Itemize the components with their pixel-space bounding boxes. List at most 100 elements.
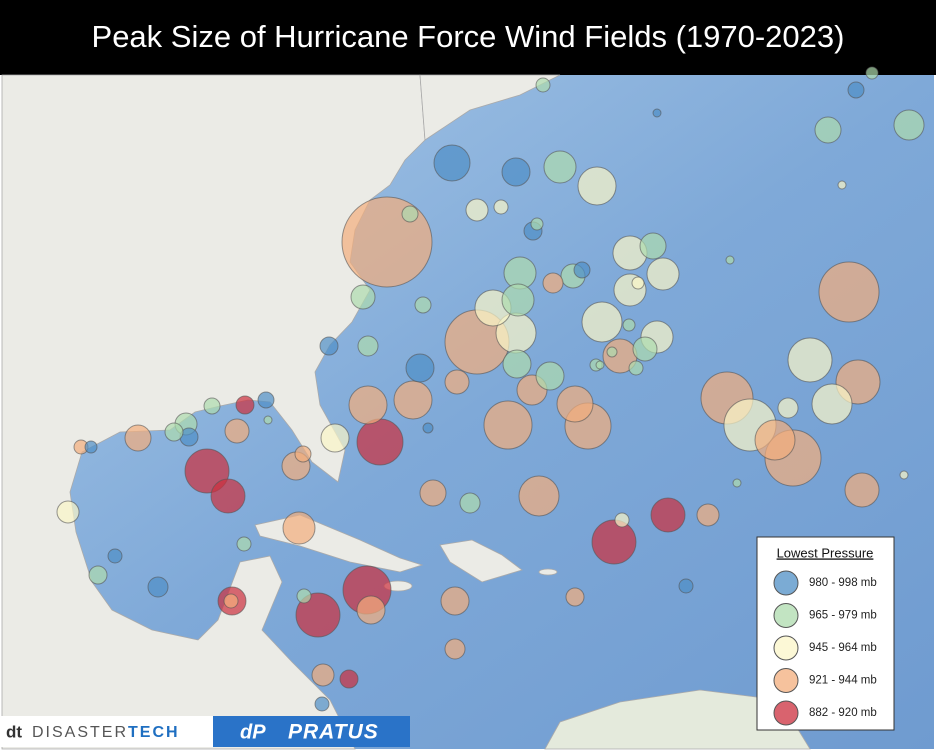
- storm-bubble: [811, 383, 853, 425]
- storm-bubble: [405, 353, 435, 383]
- legend-label: 980 - 998 mb: [809, 577, 877, 589]
- legend-swatch: [773, 700, 799, 726]
- storm-bubble: [652, 108, 662, 118]
- storm-bubble: [444, 638, 466, 660]
- storm-bubble: [350, 284, 376, 310]
- storm-bubble: [732, 478, 742, 488]
- storm-bubble: [787, 337, 833, 383]
- bubbles: [56, 66, 925, 712]
- storm-bubble: [606, 346, 618, 358]
- storm-bubble: [459, 492, 481, 514]
- storm-bubble: [295, 592, 341, 638]
- storm-bubble: [818, 261, 880, 323]
- storm-bubble: [147, 576, 169, 598]
- storm-bubble: [573, 261, 591, 279]
- storm-bubble: [614, 512, 630, 528]
- storm-bubble: [88, 565, 108, 585]
- legend-label: 965 - 979 mb: [809, 610, 877, 622]
- storm-bubble: [235, 395, 255, 415]
- pratus-icon: dP: [240, 721, 266, 743]
- legend-swatch: [773, 668, 799, 693]
- legend-label: 882 - 920 mb: [809, 707, 877, 719]
- storm-bubble: [501, 283, 535, 317]
- legend-swatch: [773, 603, 799, 628]
- storm-bubble: [210, 478, 246, 514]
- storm-bubble: [678, 578, 694, 594]
- storm-bubble: [341, 196, 433, 288]
- storm-bubble: [414, 296, 432, 314]
- storm-bubble: [483, 400, 533, 450]
- legend-swatch: [773, 570, 799, 596]
- disaster: DISASTER: [32, 724, 128, 741]
- storm-bubble: [223, 593, 239, 609]
- pratus: PRATUS: [288, 721, 379, 744]
- storm-bubble: [348, 385, 388, 425]
- logo-disaster: DISASTERTECH: [32, 724, 180, 741]
- storm-bubble: [401, 205, 419, 223]
- storm-bubble: [263, 415, 273, 425]
- storm-bubble: [844, 472, 880, 508]
- storm-bubble: [639, 232, 667, 260]
- legend-label: 921 - 944 mb: [809, 675, 877, 687]
- storm-bubble: [591, 519, 637, 565]
- storm-bubble: [847, 81, 865, 99]
- storm-bubble: [320, 423, 350, 453]
- storm-bubble: [650, 497, 686, 533]
- canada: [419, 74, 561, 141]
- logo-box: [0, 716, 213, 747]
- title: Peak Size of Hurricane Force Wind Fields…: [92, 19, 845, 54]
- storm-bubble: [501, 157, 531, 187]
- storm-bubble: [314, 696, 330, 712]
- storm-bubble: [236, 536, 252, 552]
- storm-bubble: [282, 511, 316, 545]
- storm-bubble: [628, 360, 644, 376]
- storm-bubble: [440, 586, 470, 616]
- storm-bubble: [444, 369, 470, 395]
- storm-bubble: [622, 318, 636, 332]
- storm-bubble: [814, 116, 842, 144]
- storm-bubble: [865, 66, 879, 80]
- tech: TECH: [128, 724, 180, 741]
- storm-bubble: [319, 336, 339, 356]
- storm-bubble: [535, 361, 565, 391]
- puerto-rico: [538, 568, 558, 576]
- storm-bubble: [203, 397, 221, 415]
- dt-icon: dt: [6, 722, 22, 741]
- storm-bubble: [107, 548, 123, 564]
- storm-bubble: [357, 335, 379, 357]
- storm-bubble: [535, 77, 551, 93]
- south-america: [544, 689, 811, 750]
- storm-bubble: [542, 272, 564, 294]
- storm-bubble: [595, 360, 605, 370]
- storm-bubble: [257, 391, 275, 409]
- storm-bubble: [493, 199, 509, 215]
- storm-bubble: [311, 663, 335, 687]
- storm-bubble: [339, 669, 359, 689]
- storm-bubble: [777, 397, 799, 419]
- legend-swatch: [773, 635, 799, 661]
- legend-title: Lowest Pressure: [777, 545, 874, 560]
- legend-label: 945 - 964 mb: [809, 642, 877, 654]
- pratus-box: [213, 716, 410, 747]
- storm-bubble: [696, 503, 720, 527]
- legend-items: 980 - 998 mb 965 - 979 mb 945 - 964 mb 921 …: [773, 570, 877, 726]
- storm-bubble: [754, 419, 796, 461]
- storm-bubble: [356, 418, 404, 466]
- storm-bubble: [164, 422, 184, 442]
- storm-bubble: [837, 180, 847, 190]
- storm-bubble: [899, 470, 909, 480]
- storm-bubble: [422, 422, 434, 434]
- storm-bubble: [356, 595, 386, 625]
- storm-bubble: [419, 479, 447, 507]
- storm-bubble: [556, 385, 594, 423]
- storm-bubble: [631, 276, 645, 290]
- storm-bubble: [581, 301, 623, 343]
- storm-bubble: [56, 500, 80, 524]
- storm-bubble: [433, 144, 471, 182]
- storm-bubble: [502, 349, 532, 379]
- hispaniola: [439, 539, 523, 583]
- storm-bubble: [530, 217, 544, 231]
- storm-bubble: [393, 380, 433, 420]
